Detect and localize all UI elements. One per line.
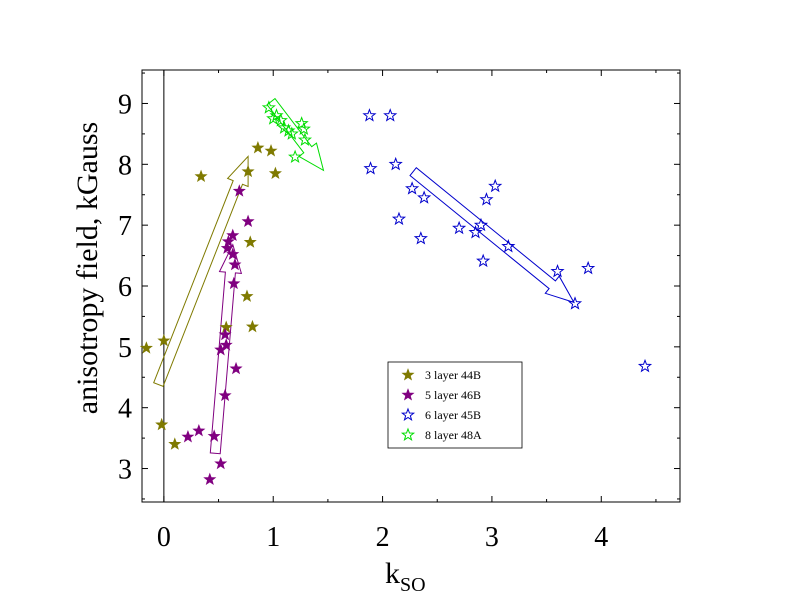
data-point bbox=[288, 149, 303, 164]
data-point bbox=[194, 169, 208, 183]
y-tick-label: 5 bbox=[118, 333, 132, 364]
y-tick-label: 6 bbox=[118, 272, 132, 303]
data-point bbox=[168, 437, 182, 450]
data-point bbox=[476, 253, 491, 268]
trend-arrow bbox=[409, 166, 575, 304]
data-point bbox=[240, 289, 254, 302]
legend-marker bbox=[400, 407, 416, 422]
x-tick-label: 3 bbox=[485, 522, 499, 553]
data-point bbox=[241, 214, 255, 228]
data-point bbox=[488, 178, 503, 193]
data-point bbox=[266, 111, 281, 125]
data-point bbox=[261, 100, 276, 114]
data-point bbox=[218, 327, 232, 341]
data-point bbox=[192, 423, 206, 437]
data-point bbox=[417, 190, 432, 204]
trend-arrows bbox=[153, 97, 575, 455]
data-point bbox=[567, 296, 583, 310]
legend-marker bbox=[400, 427, 416, 442]
data-point bbox=[297, 132, 313, 146]
y-tick-label: 8 bbox=[118, 150, 132, 181]
x-tick-label: 4 bbox=[594, 522, 608, 553]
data-point bbox=[468, 225, 483, 239]
data-point bbox=[391, 211, 407, 226]
data-point bbox=[268, 166, 282, 179]
y-tick-label: 3 bbox=[118, 455, 132, 486]
data-point bbox=[232, 184, 246, 197]
x-axis-label-subscript: SO bbox=[400, 574, 426, 596]
data-point bbox=[251, 141, 265, 154]
data-point bbox=[284, 126, 299, 140]
data-point bbox=[383, 108, 398, 122]
legend-label: 5 layer 46B bbox=[425, 388, 481, 402]
trend-arrow bbox=[266, 97, 325, 172]
data-point bbox=[229, 361, 243, 375]
data-point bbox=[219, 320, 233, 333]
data-point bbox=[637, 358, 653, 373]
legend-marker bbox=[401, 388, 415, 401]
x-tick-label: 2 bbox=[376, 522, 390, 553]
y-tick-label: 4 bbox=[118, 394, 132, 425]
data-point bbox=[181, 430, 195, 443]
data-point bbox=[219, 338, 233, 351]
data-point bbox=[241, 164, 255, 178]
legend-label: 8 layer 48A bbox=[425, 428, 482, 442]
trend-arrow bbox=[209, 243, 243, 455]
data-point bbox=[139, 341, 153, 354]
legend-label: 6 layer 45B bbox=[425, 408, 481, 422]
data-point bbox=[362, 108, 377, 122]
data-point bbox=[226, 228, 240, 242]
legend-label: 3 layer 44B bbox=[425, 368, 481, 382]
legend-marker bbox=[401, 368, 415, 381]
data-point bbox=[207, 429, 221, 442]
data-point bbox=[363, 161, 378, 175]
data-point bbox=[296, 121, 311, 136]
data-point bbox=[227, 276, 241, 290]
data-point bbox=[157, 333, 171, 347]
data-point bbox=[221, 234, 235, 248]
data-point bbox=[405, 181, 420, 195]
data-point bbox=[243, 235, 257, 248]
data-point bbox=[226, 247, 240, 260]
data-point bbox=[581, 260, 596, 275]
data-point bbox=[203, 472, 217, 486]
data-point bbox=[155, 417, 169, 431]
data-point bbox=[452, 220, 467, 235]
data-point bbox=[388, 156, 403, 171]
y-axis-label: anisotropy field, kGauss bbox=[71, 122, 104, 414]
data-point bbox=[273, 113, 288, 127]
axis-ticks: 0 1 2 3 4 3 4 5 6 7 8 9 bbox=[118, 70, 680, 553]
trend-arrow bbox=[153, 155, 249, 388]
data-point bbox=[294, 116, 309, 130]
data-point bbox=[214, 456, 228, 470]
data-point bbox=[264, 144, 278, 157]
y-tick-label: 7 bbox=[118, 211, 132, 242]
data-point bbox=[218, 388, 232, 402]
x-tick-label: 1 bbox=[266, 522, 280, 553]
data-point bbox=[501, 239, 516, 253]
data-point bbox=[413, 231, 428, 245]
x-axis-label: kSO bbox=[385, 557, 426, 596]
data-point bbox=[473, 217, 489, 232]
data-point bbox=[228, 257, 242, 271]
y-tick-label: 9 bbox=[118, 89, 132, 120]
x-axis-label-main: k bbox=[385, 557, 400, 590]
data-point bbox=[550, 263, 565, 278]
legend: 3 layer 44B 5 layer 46B 6 layer 45B 8 layer… bbox=[387, 361, 523, 449]
data-point bbox=[479, 192, 494, 206]
data-point bbox=[245, 319, 259, 333]
x-tick-label: 0 bbox=[157, 522, 171, 553]
data-points bbox=[139, 100, 653, 486]
